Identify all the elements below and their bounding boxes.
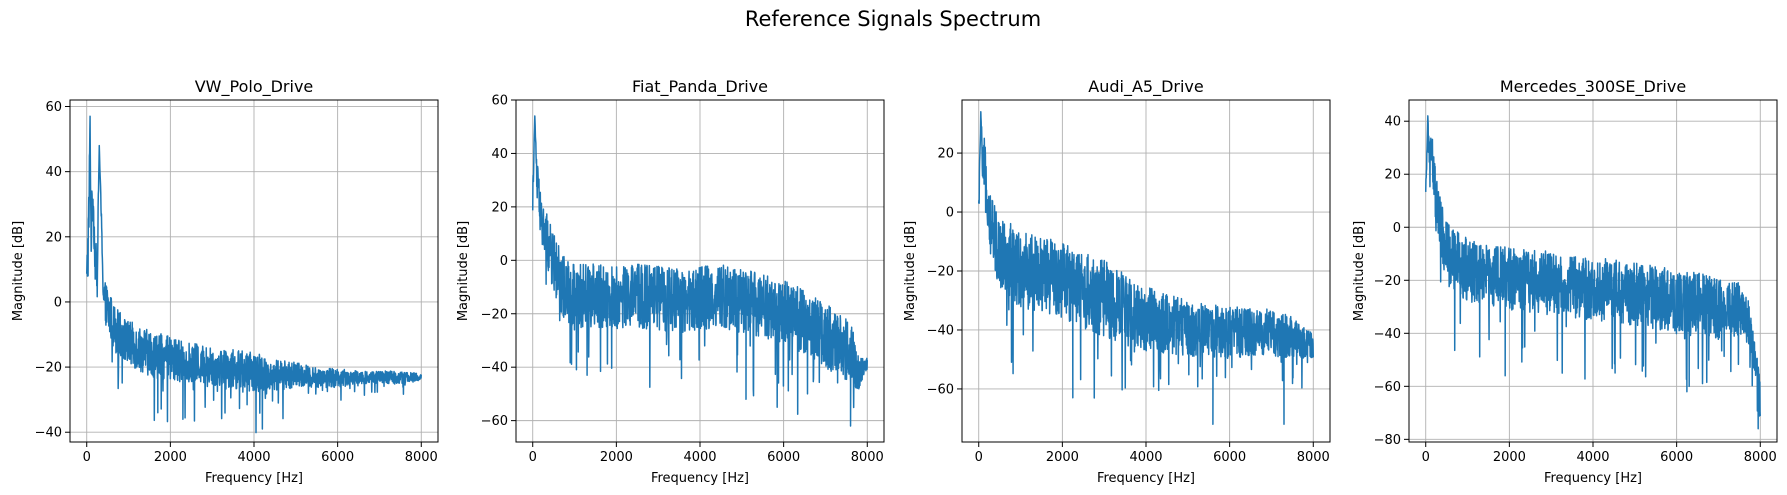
y-axis-label: Magnitude [dB] <box>903 221 918 321</box>
x-tick-label: 0 <box>529 450 537 465</box>
y-tick-label: −20 <box>1374 274 1401 289</box>
x-axis-label: Frequency [Hz] <box>651 471 749 486</box>
y-tick-label: 20 <box>45 230 62 245</box>
x-tick-label: 0 <box>975 450 983 465</box>
chart-title: Audi_A5_Drive <box>1088 77 1203 97</box>
y-tick-label: −40 <box>927 323 954 338</box>
chart-title: Fiat_Panda_Drive <box>632 77 768 97</box>
series-line <box>85 115 423 434</box>
y-tick-label: −40 <box>481 361 508 376</box>
y-tick-label: 0 <box>1393 221 1401 236</box>
y-tick-label: −20 <box>927 265 954 280</box>
x-tick-label: 8000 <box>851 450 884 465</box>
axes-frame <box>515 99 885 443</box>
x-axis-label: Frequency [Hz] <box>205 471 303 486</box>
y-tick-label: 20 <box>491 200 508 215</box>
x-tick-label: 2000 <box>1046 450 1079 465</box>
y-tick-label: −20 <box>481 307 508 322</box>
y-tick-label: 60 <box>45 100 62 115</box>
chart-panel-mercedes-300se: Mercedes_300SE_Drive Frequency [Hz] Magn… <box>1352 77 1778 486</box>
y-tick-label: −80 <box>1374 433 1401 448</box>
x-tick-label: 6000 <box>321 450 354 465</box>
x-tick-label: 0 <box>83 450 91 465</box>
x-tick-label: 8000 <box>405 450 438 465</box>
y-tick-label: 40 <box>491 147 508 162</box>
x-tick-label: 4000 <box>1129 450 1162 465</box>
chart-title: VW_Polo_Drive <box>195 77 314 97</box>
axes-frame <box>961 99 1331 443</box>
y-tick-label: −60 <box>927 382 954 397</box>
y-tick-label: 20 <box>937 147 954 162</box>
y-tick-label: −20 <box>35 361 62 376</box>
x-tick-label: 6000 <box>1660 450 1693 465</box>
y-tick-label: −40 <box>1374 327 1401 342</box>
chart-panel-audi-a5: Audi_A5_Drive Frequency [Hz] Magnitude [… <box>903 77 1331 486</box>
chart-title: Mercedes_300SE_Drive <box>1500 77 1686 97</box>
y-tick-label: 40 <box>1384 115 1401 130</box>
series-line <box>977 111 1315 426</box>
x-tick-label: 4000 <box>1576 450 1609 465</box>
x-tick-label: 8000 <box>1744 450 1777 465</box>
series-line <box>1424 115 1762 430</box>
y-tick-label: 60 <box>491 94 508 109</box>
axes-frame <box>69 99 439 443</box>
y-tick-label: 0 <box>54 295 62 310</box>
x-axis-label: Frequency [Hz] <box>1097 471 1195 486</box>
y-tick-label: −60 <box>481 414 508 429</box>
x-tick-label: 4000 <box>683 450 716 465</box>
axes-frame <box>1408 99 1778 443</box>
chart-panel-vw-polo: VW_Polo_Drive Frequency [Hz] Magnitude [… <box>11 77 439 486</box>
series-line <box>531 115 869 427</box>
x-tick-label: 6000 <box>767 450 800 465</box>
x-axis-label: Frequency [Hz] <box>1544 471 1642 486</box>
y-axis-label: Magnitude [dB] <box>1352 221 1367 321</box>
x-tick-label: 8000 <box>1297 450 1330 465</box>
y-axis-label: Magnitude [dB] <box>11 221 26 321</box>
chart-panel-fiat-panda: Fiat_Panda_Drive Frequency [Hz] Magnitud… <box>456 77 885 486</box>
x-tick-label: 2000 <box>1493 450 1526 465</box>
y-tick-label: 0 <box>946 206 954 221</box>
y-tick-label: 20 <box>1384 168 1401 183</box>
x-tick-label: 4000 <box>237 450 270 465</box>
x-tick-label: 2000 <box>154 450 187 465</box>
x-tick-label: 0 <box>1422 450 1430 465</box>
y-tick-label: −60 <box>1374 380 1401 395</box>
x-tick-label: 2000 <box>600 450 633 465</box>
y-axis-label: Magnitude [dB] <box>456 221 471 321</box>
figure-suptitle: Reference Signals Spectrum <box>745 7 1041 31</box>
y-tick-label: 0 <box>500 254 508 269</box>
y-tick-label: −40 <box>35 426 62 441</box>
x-tick-label: 6000 <box>1213 450 1246 465</box>
y-tick-label: 40 <box>45 165 62 180</box>
